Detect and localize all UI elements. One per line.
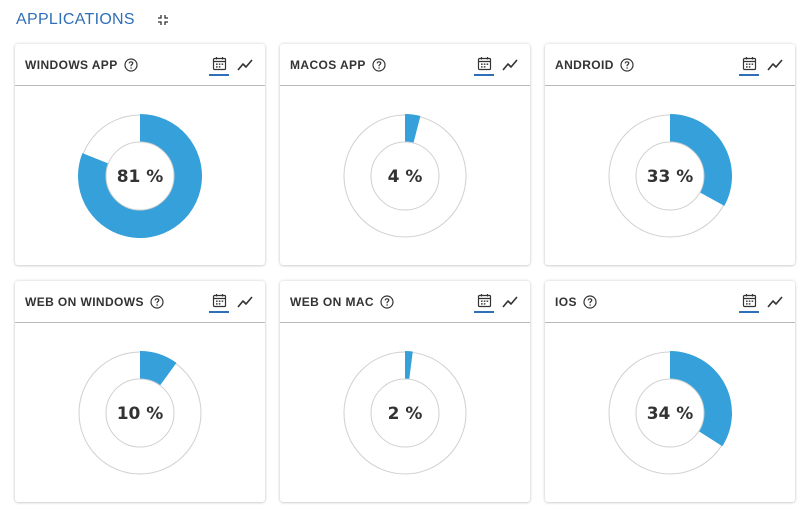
donut-chart-area: 2 % [280,324,530,502]
help-circle-icon[interactable] [372,57,386,72]
help-circle-icon[interactable] [620,57,634,72]
donut-hole [635,141,705,211]
donut-hole [635,378,705,448]
trend-line-icon [502,58,518,71]
calendar-view-button[interactable] [739,54,759,76]
card-header: ANDROID [545,44,795,86]
trend-line-icon [502,295,518,308]
trend-line-icon [767,295,783,308]
donut-chart-area: 4 % [280,87,530,265]
card-title: WEB ON MAC [290,294,374,309]
percent-label: 33 % [647,167,694,187]
card-title: IOS [555,294,577,309]
trend-view-button[interactable] [765,291,785,313]
card-title: MACOS APP [290,57,366,72]
help-circle-icon[interactable] [380,294,394,309]
trend-view-button[interactable] [500,291,520,313]
donut-hole [370,378,440,448]
page-title: APPLICATIONS [16,11,135,28]
donut-segment [670,114,732,206]
donut-segment [78,114,202,238]
donut-segment [405,351,413,381]
calendar-icon [742,57,756,71]
calendar-icon [212,57,226,71]
percent-label: 4 % [388,167,423,187]
app-card-web-on-windows: WEB ON WINDOWS [15,281,265,502]
card-header: MACOS APP [280,44,530,86]
donut-chart-area: 81 % [15,87,265,265]
donut-hole [105,141,175,211]
card-title: WINDOWS APP [25,57,118,72]
percent-label: 34 % [647,404,694,424]
donut-chart: 34 % [608,351,732,475]
app-card-android: ANDROID [545,44,795,265]
donut-chart-area: 10 % [15,324,265,502]
donut-hole [105,378,175,448]
donut-segment [405,114,421,145]
donut-chart: 4 % [343,114,467,238]
trend-line-icon [767,58,783,71]
calendar-view-button[interactable] [474,54,494,76]
percent-label: 81 % [117,167,164,187]
percent-label: 10 % [117,404,164,424]
calendar-icon [477,294,491,308]
donut-chart-area: 33 % [545,87,795,265]
trend-view-button[interactable] [235,291,255,313]
card-title: WEB ON WINDOWS [25,294,144,309]
trend-line-icon [237,295,253,308]
donut-chart: 81 % [78,114,202,238]
app-card-ios: IOS [545,281,795,502]
percent-label: 2 % [388,404,423,424]
calendar-icon [477,57,491,71]
collapse-icon[interactable] [155,12,171,28]
calendar-view-button[interactable] [209,54,229,76]
help-circle-icon[interactable] [583,294,597,309]
calendar-icon [212,294,226,308]
trend-view-button[interactable] [765,54,785,76]
card-header: WINDOWS APP [15,44,265,86]
donut-chart: 33 % [608,114,732,238]
app-card-macos-app: MACOS APP [280,44,530,265]
app-card-windows-app: WINDOWS APP [15,44,265,265]
calendar-view-button[interactable] [474,291,494,313]
calendar-icon [742,294,756,308]
trend-view-button[interactable] [235,54,255,76]
calendar-view-button[interactable] [209,291,229,313]
help-circle-icon[interactable] [150,294,164,309]
calendar-view-button[interactable] [739,291,759,313]
donut-chart: 10 % [78,351,202,475]
trend-view-button[interactable] [500,54,520,76]
card-header: IOS [545,281,795,323]
trend-line-icon [237,58,253,71]
donut-chart: 2 % [343,351,467,475]
page-header: APPLICATIONS [16,8,171,32]
donut-segment [140,351,177,387]
help-circle-icon[interactable] [124,57,138,72]
card-header: WEB ON WINDOWS [15,281,265,323]
applications-grid: WINDOWS APP [15,44,795,502]
card-title: ANDROID [555,57,614,72]
app-card-web-on-mac: WEB ON MAC [280,281,530,502]
donut-hole [370,141,440,211]
card-header: WEB ON MAC [280,281,530,323]
donut-chart-area: 34 % [545,324,795,502]
